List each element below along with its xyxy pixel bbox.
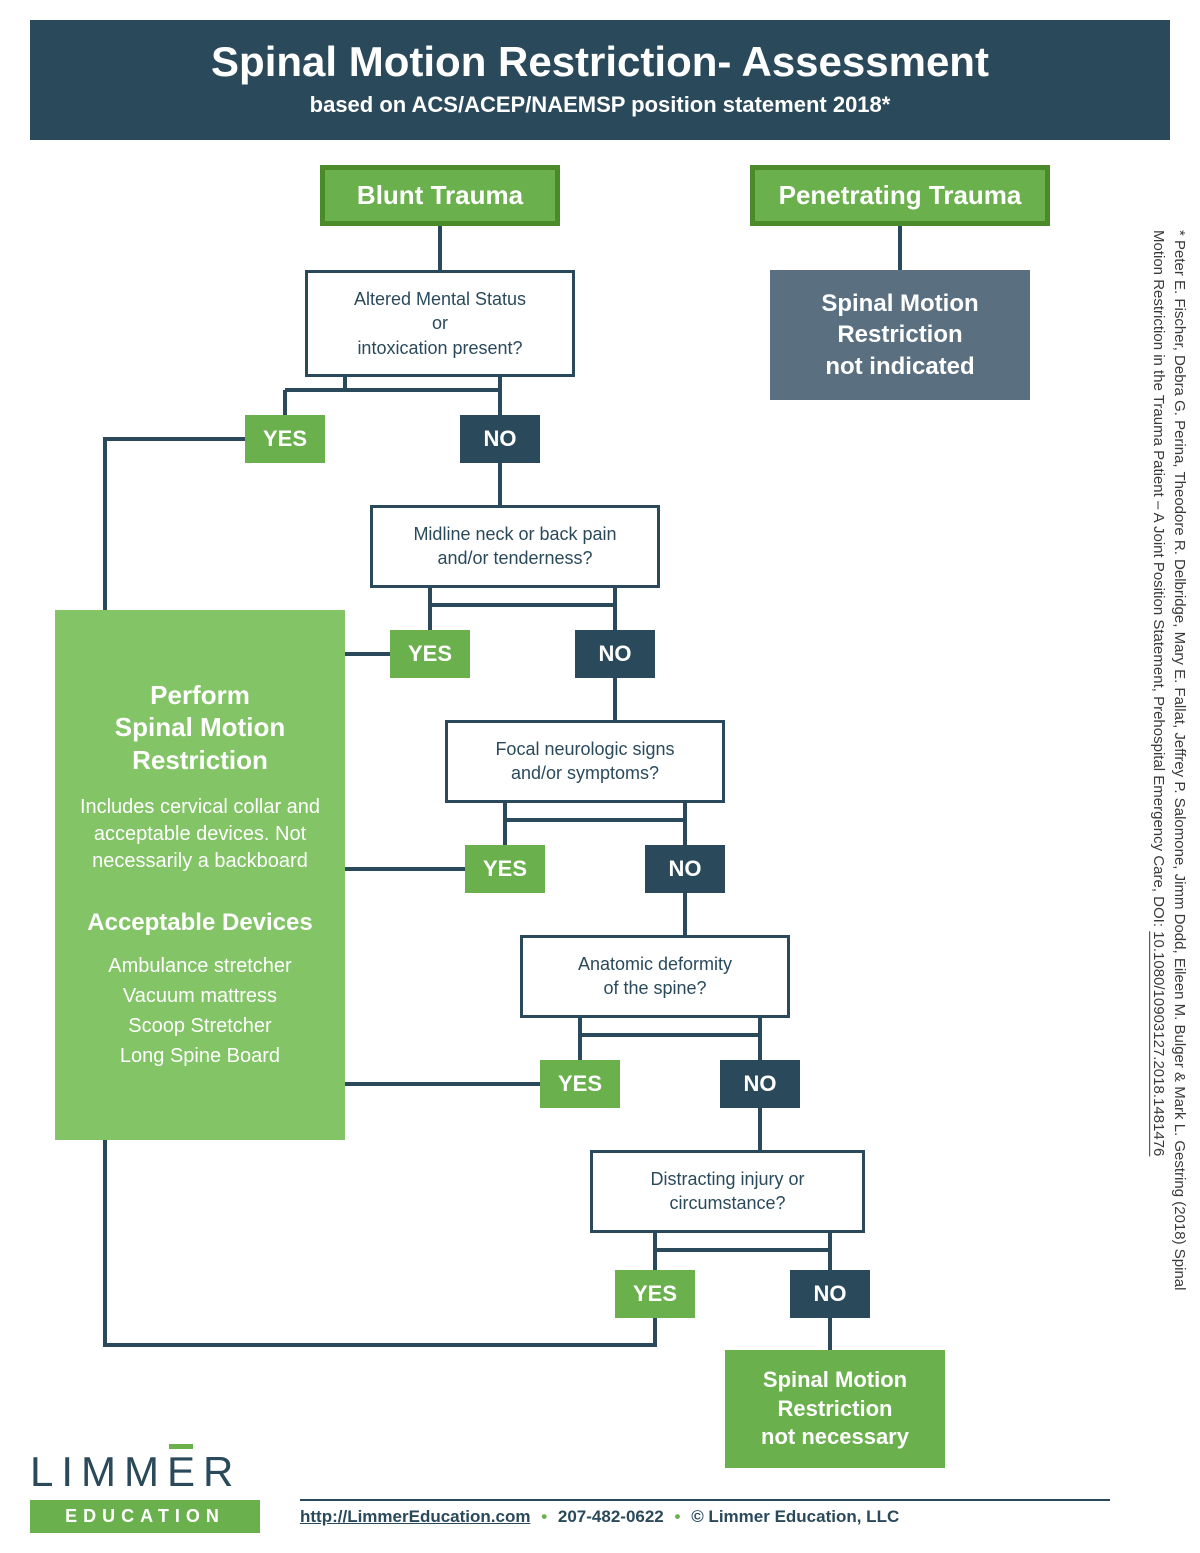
footer-phone: 207-482-0622	[558, 1507, 664, 1526]
q2_no: NO	[575, 630, 655, 678]
q3_yes: YES	[465, 845, 545, 893]
logo-sub: EDUCATION	[30, 1500, 260, 1533]
question-q2: Midline neck or back painand/or tenderne…	[370, 505, 660, 588]
flow-header-blunt_trauma: Blunt Trauma	[320, 165, 560, 226]
logo: LIMMER EDUCATION	[30, 1448, 260, 1533]
q2_yes: YES	[390, 630, 470, 678]
footer-url[interactable]: http://LimmerEducation.com	[300, 1507, 530, 1526]
flowchart: Blunt Trauma Penetrating Trauma Spinal Mot…	[30, 160, 1170, 1440]
question-q3: Focal neurologic signsand/or symptoms?	[445, 720, 725, 803]
footer-links: http://LimmerEducation.com • 207-482-062…	[300, 1507, 899, 1527]
q3_no: NO	[645, 845, 725, 893]
q1_yes: YES	[245, 415, 325, 463]
q4_yes: YES	[540, 1060, 620, 1108]
footer-divider	[300, 1499, 1110, 1501]
page-header: Spinal Motion Restriction- Assessment ba…	[30, 20, 1170, 140]
page-footer: LIMMER EDUCATION http://LimmerEducation.…	[30, 1443, 1170, 1533]
question-q4: Anatomic deformityof the spine?	[520, 935, 790, 1018]
q5_yes: YES	[615, 1270, 695, 1318]
perform-desc: Includes cervical collar and acceptable …	[79, 794, 321, 875]
page-subtitle: based on ACS/ACEP/NAEMSP position statem…	[40, 92, 1160, 118]
perform-smr-box: PerformSpinal MotionRestriction Includes …	[55, 610, 345, 1140]
logo-main: LIMMER	[30, 1448, 260, 1496]
q1_no: NO	[460, 415, 540, 463]
q4_no: NO	[720, 1060, 800, 1108]
question-q5: Distracting injury orcircumstance?	[590, 1150, 865, 1233]
perform-devices: Ambulance stretcherVacuum mattressScoop …	[108, 951, 291, 1071]
citation-text: * Peter E. Fischer, Debra G. Perina, The…	[1150, 230, 1190, 1310]
q5_no: NO	[790, 1270, 870, 1318]
page-title: Spinal Motion Restriction- Assessment	[40, 38, 1160, 86]
perform-title: PerformSpinal MotionRestriction	[115, 679, 285, 777]
footer-copyright: © Limmer Education, LLC	[691, 1507, 899, 1526]
result-smr_not_indicated: Spinal MotionRestrictionnot indicated	[770, 270, 1030, 400]
question-q1: Altered Mental Statusorintoxication pres…	[305, 270, 575, 377]
flow-header-penetrating_trauma: Penetrating Trauma	[750, 165, 1050, 226]
perform-subtitle: Acceptable Devices	[87, 909, 312, 937]
